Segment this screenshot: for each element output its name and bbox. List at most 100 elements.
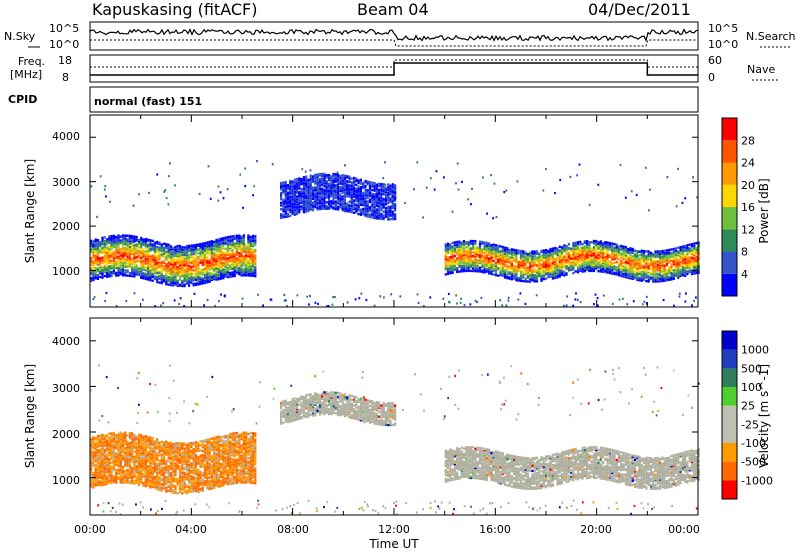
heatmap-cell <box>229 259 232 262</box>
heatmap-cell <box>291 181 294 184</box>
heatmap-cell <box>677 266 680 269</box>
heatmap-cell <box>300 187 303 191</box>
heatmap-cell <box>156 255 159 259</box>
heatmap-cell <box>679 272 682 275</box>
heatmap-cell <box>353 190 356 193</box>
heatmap-cell <box>453 247 456 250</box>
heatmap-cell <box>549 269 552 272</box>
heatmap-cell <box>597 261 600 264</box>
heatmap-cell <box>513 271 516 274</box>
heatmap-cell <box>101 272 104 276</box>
heatmap-cell <box>201 251 204 254</box>
heatmap-cell <box>94 240 97 244</box>
heatmap-cell <box>251 261 255 264</box>
heatmap-cell <box>142 256 145 259</box>
heatmap-cell <box>160 278 163 281</box>
heatmap-cell <box>238 238 241 241</box>
heatmap-cell <box>117 256 120 260</box>
heatmap-cell <box>305 180 308 183</box>
heatmap-cell <box>656 274 659 277</box>
heatmap-cell <box>617 271 621 274</box>
heatmap-cell <box>624 262 627 265</box>
heatmap-cell <box>654 267 657 271</box>
heatmap-cell <box>242 206 244 209</box>
heatmap-cell <box>522 250 525 253</box>
heatmap-cell <box>510 254 513 257</box>
heatmap-cell <box>456 267 459 270</box>
heatmap-cell <box>229 256 232 260</box>
heatmap-cell <box>608 244 611 247</box>
heatmap-cell <box>333 190 336 193</box>
heatmap-cell <box>581 252 584 256</box>
heatmap-cell <box>316 173 319 176</box>
heatmap-cell <box>201 269 204 273</box>
heatmap-cell <box>344 210 347 213</box>
heatmap-cell <box>311 175 315 178</box>
heatmap-cell <box>604 258 607 261</box>
heatmap-cell <box>286 192 289 196</box>
heatmap-cell <box>247 235 250 239</box>
heatmap-cell <box>679 273 682 276</box>
heatmap-cell <box>672 272 675 276</box>
heatmap-cell <box>112 254 115 257</box>
heatmap-cell <box>110 248 113 252</box>
heatmap-cell <box>572 242 575 245</box>
heatmap-cell <box>565 304 568 307</box>
heatmap-cell <box>327 182 331 185</box>
heatmap-cell <box>620 274 623 278</box>
heatmap-cell <box>476 266 479 269</box>
heatmap-cell <box>679 263 682 266</box>
heatmap-cell <box>247 248 250 251</box>
heatmap-cell <box>547 272 550 275</box>
heatmap-cell <box>289 204 292 207</box>
heatmap-cell <box>190 270 193 273</box>
heatmap-cell <box>235 253 239 256</box>
heatmap-cell <box>366 181 369 185</box>
heatmap-cell <box>156 277 159 280</box>
heatmap-cell <box>565 252 568 255</box>
heatmap-cell <box>677 254 680 257</box>
heatmap-cell <box>94 259 97 262</box>
heatmap-cell <box>697 270 700 273</box>
heatmap-cell <box>693 272 696 275</box>
heatmap-cell <box>488 262 491 265</box>
heatmap-cell <box>533 270 536 273</box>
heatmap-cell <box>210 256 213 259</box>
heatmap-cell <box>165 264 168 267</box>
heatmap-cell <box>663 252 666 255</box>
heatmap-cell <box>350 188 353 191</box>
heatmap-cell <box>519 267 523 270</box>
heatmap-cell <box>149 275 152 278</box>
heatmap-cell <box>515 274 518 277</box>
heatmap-cell <box>137 249 141 253</box>
heatmap-cell <box>547 252 550 255</box>
heatmap-cell <box>144 262 147 266</box>
heatmap-cell <box>467 247 470 250</box>
heatmap-cell <box>590 252 593 255</box>
heatmap-cell <box>503 272 507 275</box>
heatmap-cell <box>296 190 299 193</box>
heatmap-cell <box>640 278 643 281</box>
heatmap-cell <box>110 242 113 245</box>
heatmap-cell <box>149 255 152 258</box>
heatmap-cell <box>96 240 99 243</box>
heatmap-cell <box>224 237 227 241</box>
heatmap-cell <box>632 300 635 303</box>
heatmap-cell <box>167 243 170 246</box>
heatmap-cell <box>96 267 99 271</box>
heatmap-cell <box>307 208 310 211</box>
heatmap-cell <box>282 182 285 185</box>
heatmap-cell <box>309 180 312 184</box>
heatmap-cell <box>472 259 475 263</box>
heatmap-cell <box>510 269 513 272</box>
heatmap-cell <box>572 268 575 271</box>
heatmap-cell <box>160 264 163 267</box>
heatmap-cell <box>229 265 232 268</box>
heatmap-cell <box>668 277 671 280</box>
heatmap-cell <box>592 246 596 249</box>
heatmap-cell <box>481 257 484 260</box>
heatmap-cell <box>327 207 331 210</box>
heatmap-cell <box>606 262 609 265</box>
heatmap-cell <box>140 248 143 251</box>
heatmap-cell <box>645 268 648 272</box>
